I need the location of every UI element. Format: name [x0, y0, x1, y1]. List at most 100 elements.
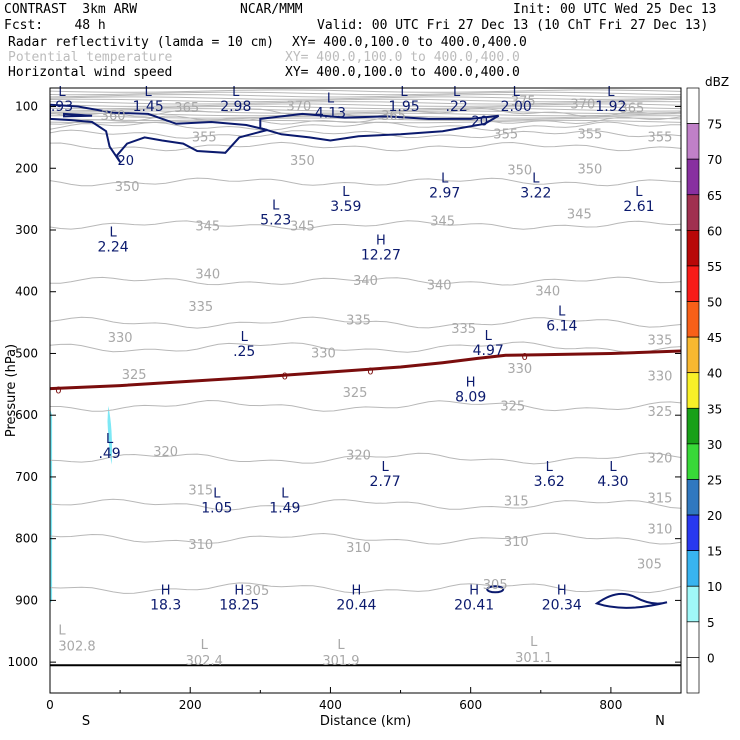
theta-label: 360 [101, 109, 126, 124]
wind-extremum-kind: L [327, 91, 335, 106]
colorbar-swatch [686, 550, 700, 587]
wind-extremum-value: 1.05 [201, 500, 232, 516]
theta-label: 320 [153, 445, 178, 460]
plot-frame [49, 87, 682, 694]
y-tick-label: 500 [15, 346, 38, 360]
theta-extremum-value: 301.1 [515, 651, 552, 666]
theta-label: 370 [570, 98, 595, 113]
wind-extremum-kind: L [145, 85, 153, 100]
theta-label: 350 [507, 164, 532, 179]
theta-label: 315 [188, 484, 213, 499]
wind-extremum-value: 4.13 [315, 105, 346, 121]
wind-extremum-kind: H [469, 583, 479, 598]
valid-time: Valid: 00 UTC Fri 27 Dec 13 (10 ChT Fri … [317, 18, 709, 33]
theta-extremum-kind: L [58, 624, 66, 639]
colorbar-swatch [686, 621, 700, 658]
wind-extremum-kind: L [106, 432, 114, 447]
wind-contour-label: 20 [117, 154, 134, 169]
wind-extremum-value: 4.30 [597, 474, 628, 490]
x-tick-label: 200 [179, 698, 202, 712]
theta-label: 345 [290, 219, 315, 234]
wind-extremum-kind: L [400, 85, 408, 100]
x-tick-label: 800 [599, 698, 622, 712]
x-endpoint-right: N [655, 714, 665, 729]
colorbar-label: 60 [707, 224, 722, 238]
theta-label: 305 [244, 584, 269, 599]
y-tick-label: 300 [15, 223, 38, 237]
colorbar-label: 45 [707, 331, 722, 345]
theta-label: 370 [286, 100, 311, 115]
colorbar-swatch [686, 265, 700, 302]
wind-extremum-kind: L [342, 185, 350, 200]
x-tick-label: 600 [459, 698, 482, 712]
theta-contour-330 [50, 341, 681, 354]
colorbar-label: 65 [707, 189, 722, 203]
wind-extremum-value: 8.09 [455, 389, 486, 405]
wind-extremum-value: 18.25 [219, 597, 259, 613]
theta-contour-upper [50, 91, 681, 96]
theta-label: 350 [290, 154, 315, 169]
theta-label: 340 [535, 285, 560, 300]
wind-contour-low-2 [594, 592, 668, 609]
theta-contour-upper [50, 103, 681, 107]
colorbar-swatch [686, 657, 700, 694]
colorbar-swatch [686, 479, 700, 516]
colorbar-label: 0 [707, 651, 715, 665]
wind-extremum-value: .49 [98, 446, 120, 462]
colorbar-label: 35 [707, 402, 722, 416]
colorbar-label: 30 [707, 438, 722, 452]
colorbar-swatch [686, 301, 700, 338]
wind-extremum-kind: L [109, 225, 117, 240]
wind-extremum-kind: L [609, 460, 617, 475]
echo-column [107, 405, 113, 465]
theta-label: 330 [311, 346, 336, 361]
theta-contour-upper [50, 93, 681, 98]
wind-extremum-value: 2.00 [501, 99, 532, 115]
wind-extremum-value: 2.97 [429, 186, 460, 202]
theta-contour-upper [50, 105, 681, 110]
wind-extremum-value: 1.95 [388, 99, 419, 115]
theta-label: 320 [346, 448, 371, 463]
theta-contour-345 [50, 220, 681, 230]
wind-extremum-kind: L [213, 486, 221, 501]
theta-label: 355 [577, 127, 602, 142]
wind-extremum-kind: H [557, 583, 567, 598]
wind-extremum-value: 2.24 [98, 239, 129, 255]
colorbar-label: 55 [707, 260, 722, 274]
x-axis-label: Distance (km) [320, 714, 411, 729]
wind-extremum-kind: L [241, 330, 249, 345]
theta-label: 345 [430, 214, 455, 229]
theta-label: 315 [648, 492, 673, 507]
wind-extremum-kind: L [558, 304, 566, 319]
colorbar-swatch [686, 514, 700, 551]
forecast-hour: Fcst: 48 h [4, 18, 106, 33]
wind-extremum-kind: L [546, 460, 554, 475]
theta-extremum-value: 302.8 [58, 640, 95, 655]
theta-label: 340 [195, 267, 220, 282]
colorbar-label: 10 [707, 580, 722, 594]
wind-extremum-kind: H [161, 583, 171, 598]
theta-label: 375 [511, 95, 536, 110]
theta-contour-335 [50, 316, 681, 329]
theta-contour-upper [50, 96, 681, 100]
wind-extremum-kind: H [234, 583, 244, 598]
x-endpoint-left: S [82, 714, 90, 729]
colorbar-swatch [686, 87, 700, 124]
theta-contour-upper [50, 108, 681, 112]
theta-label: 325 [500, 400, 525, 415]
field-theta: Potential temperature [8, 50, 173, 65]
wind-extremum-kind: L [232, 85, 240, 100]
wind-extremum-kind: H [351, 583, 361, 598]
wind-extremum-value: 18.3 [150, 597, 181, 613]
field-wind: Horizontal wind speed [8, 65, 173, 80]
y-axis-label: Pressure (hPa) [4, 344, 19, 437]
theta-extremum-kind: L [530, 635, 538, 650]
wind-extremum-value: .93 [51, 99, 73, 115]
model-name: CONTRAST 3km ARW [4, 2, 138, 17]
colorbar-label: 40 [707, 367, 722, 381]
wind-extremum-value: 1.45 [133, 99, 164, 115]
wind-extremum-kind: L [513, 85, 521, 100]
theta-contour-305 [50, 582, 681, 594]
wind-contour-label: 20 [472, 115, 489, 130]
wind-extremum-value: 12.27 [361, 247, 401, 263]
